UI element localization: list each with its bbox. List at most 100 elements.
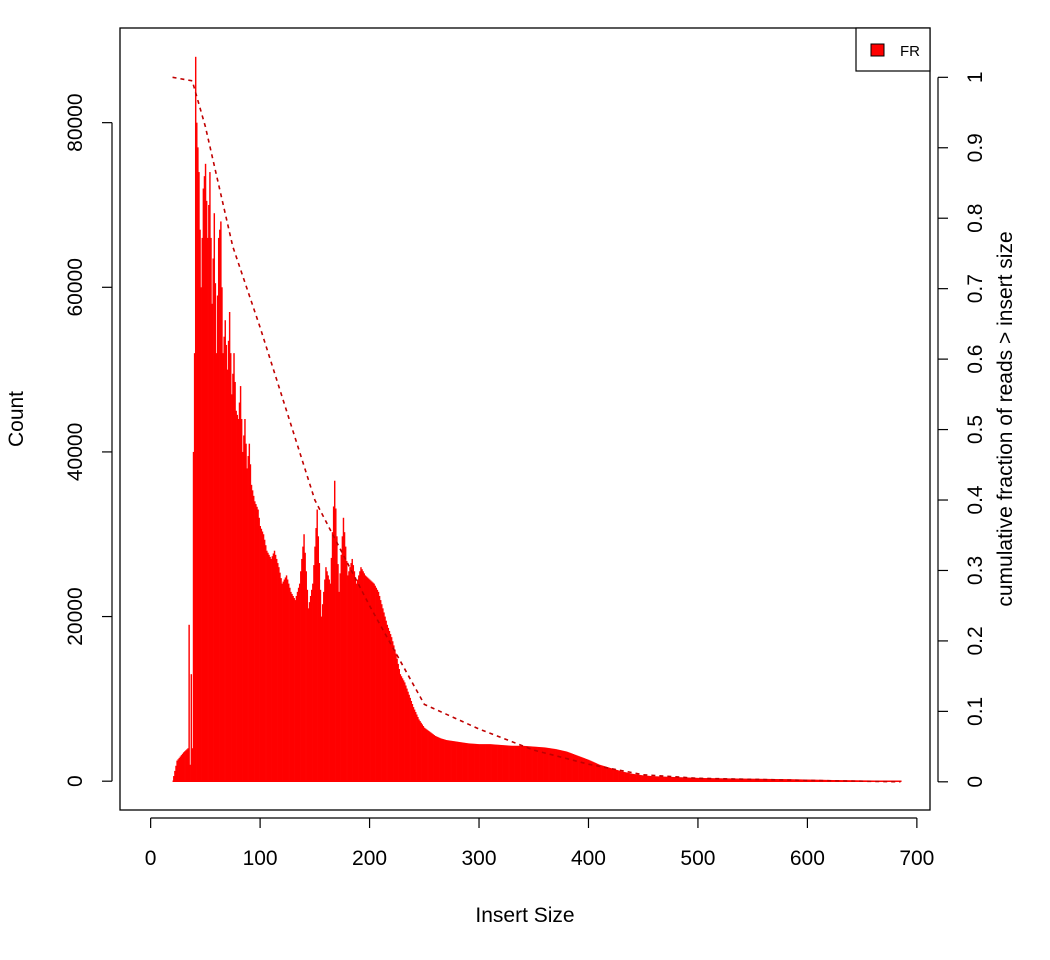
histogram-bar xyxy=(318,563,321,782)
histogram-bar xyxy=(227,340,230,782)
histogram-bar xyxy=(514,745,517,782)
histogram-bar xyxy=(376,589,379,782)
histogram-bar xyxy=(202,188,205,782)
histogram-bar xyxy=(500,744,502,782)
histogram-bar xyxy=(288,583,290,782)
histogram-bar xyxy=(450,740,452,782)
histogram-bar xyxy=(602,765,604,782)
histogram-bar xyxy=(683,777,685,782)
histogram-bar xyxy=(208,204,210,782)
histogram-bar xyxy=(722,778,725,782)
histogram-bar xyxy=(639,774,641,782)
x-tick-label: 400 xyxy=(571,847,606,870)
histogram-bar xyxy=(597,764,600,782)
histogram-bar xyxy=(534,746,536,782)
histogram-bar xyxy=(552,748,555,782)
histogram-bar xyxy=(620,771,623,782)
histogram-bar xyxy=(311,589,313,782)
histogram-bar xyxy=(435,736,438,782)
histogram-bar xyxy=(492,744,495,782)
histogram-bar xyxy=(237,419,240,782)
histogram-bar xyxy=(249,464,252,782)
histogram-bar xyxy=(413,709,416,782)
histogram-bar xyxy=(281,583,283,782)
y2-tick-label: 0.2 xyxy=(964,626,987,655)
histogram-bar xyxy=(481,744,484,782)
histogram-bar xyxy=(501,745,503,782)
histogram-bar xyxy=(274,554,277,782)
histogram-bar xyxy=(416,714,418,782)
histogram-bar xyxy=(568,752,570,782)
histogram-bar xyxy=(194,56,197,782)
histogram-bar xyxy=(563,751,566,782)
histogram-bar xyxy=(599,765,602,782)
histogram-bar xyxy=(242,451,244,782)
histogram-bar xyxy=(549,748,552,782)
histogram-bar xyxy=(193,353,196,782)
histogram-bar xyxy=(313,565,315,782)
histogram-bar xyxy=(365,576,368,782)
histogram-bar xyxy=(621,771,624,782)
histogram-bar xyxy=(468,743,471,782)
histogram-bar xyxy=(517,745,520,782)
histogram-bar xyxy=(420,722,422,782)
histogram-bar xyxy=(592,761,594,782)
histogram-bar xyxy=(464,742,466,782)
histogram-bar xyxy=(452,741,454,782)
histogram-bar xyxy=(732,778,734,782)
histogram-bar xyxy=(243,435,245,782)
histogram-bar xyxy=(551,748,554,782)
histogram-bar xyxy=(753,778,755,782)
histogram-bar xyxy=(582,757,584,782)
histogram-bar xyxy=(667,776,670,782)
histogram-bar xyxy=(396,658,398,782)
histogram-bar xyxy=(354,577,357,782)
histogram-bar xyxy=(618,770,621,782)
histogram-bar xyxy=(561,750,564,782)
histogram-bar xyxy=(637,774,639,782)
histogram-bar xyxy=(335,508,337,782)
histogram-bar xyxy=(643,775,646,782)
histogram-bar xyxy=(339,573,341,782)
histogram-bar xyxy=(341,536,344,782)
histogram-bar xyxy=(799,779,801,782)
histogram-bar xyxy=(752,778,754,782)
histogram-bar xyxy=(737,778,740,782)
histogram-bar xyxy=(347,575,349,782)
histogram-bar xyxy=(628,773,630,782)
histogram-bar xyxy=(613,769,615,782)
histogram-bar xyxy=(601,765,603,782)
histogram-bar xyxy=(291,593,293,782)
histogram-bar xyxy=(695,777,697,782)
histogram-bar xyxy=(684,777,686,782)
histogram-bar xyxy=(488,744,490,782)
y2-tick-label: 0.1 xyxy=(964,697,987,726)
histogram-bar xyxy=(627,772,629,782)
histogram-bar xyxy=(236,414,239,782)
histogram-bar xyxy=(394,649,396,782)
histogram-bar xyxy=(386,624,388,782)
histogram-bar xyxy=(460,742,463,782)
histogram-bar xyxy=(647,775,649,782)
histogram-bar xyxy=(261,531,264,782)
histogram-bar xyxy=(372,582,374,782)
histogram-bar xyxy=(635,774,637,782)
histogram-bar xyxy=(447,740,450,782)
histogram-bar xyxy=(301,558,303,782)
histogram-bar xyxy=(470,743,473,782)
x-axis: 0 100 200 300 400 500 600 700 xyxy=(145,817,934,870)
histogram-bar xyxy=(559,750,561,782)
histogram-bar xyxy=(654,776,657,782)
histogram-bar xyxy=(665,776,668,782)
histogram-bar xyxy=(404,682,406,782)
histogram-bar xyxy=(377,591,380,782)
histogram-bar xyxy=(401,678,404,782)
histogram-bar xyxy=(701,777,704,782)
histogram-bar xyxy=(480,744,483,782)
histogram-bar xyxy=(562,750,565,782)
histogram-bar xyxy=(586,759,589,782)
histogram-bar xyxy=(292,595,294,782)
histogram-bar xyxy=(440,738,442,782)
histogram-bar xyxy=(649,775,651,782)
histogram-bar xyxy=(558,749,560,782)
